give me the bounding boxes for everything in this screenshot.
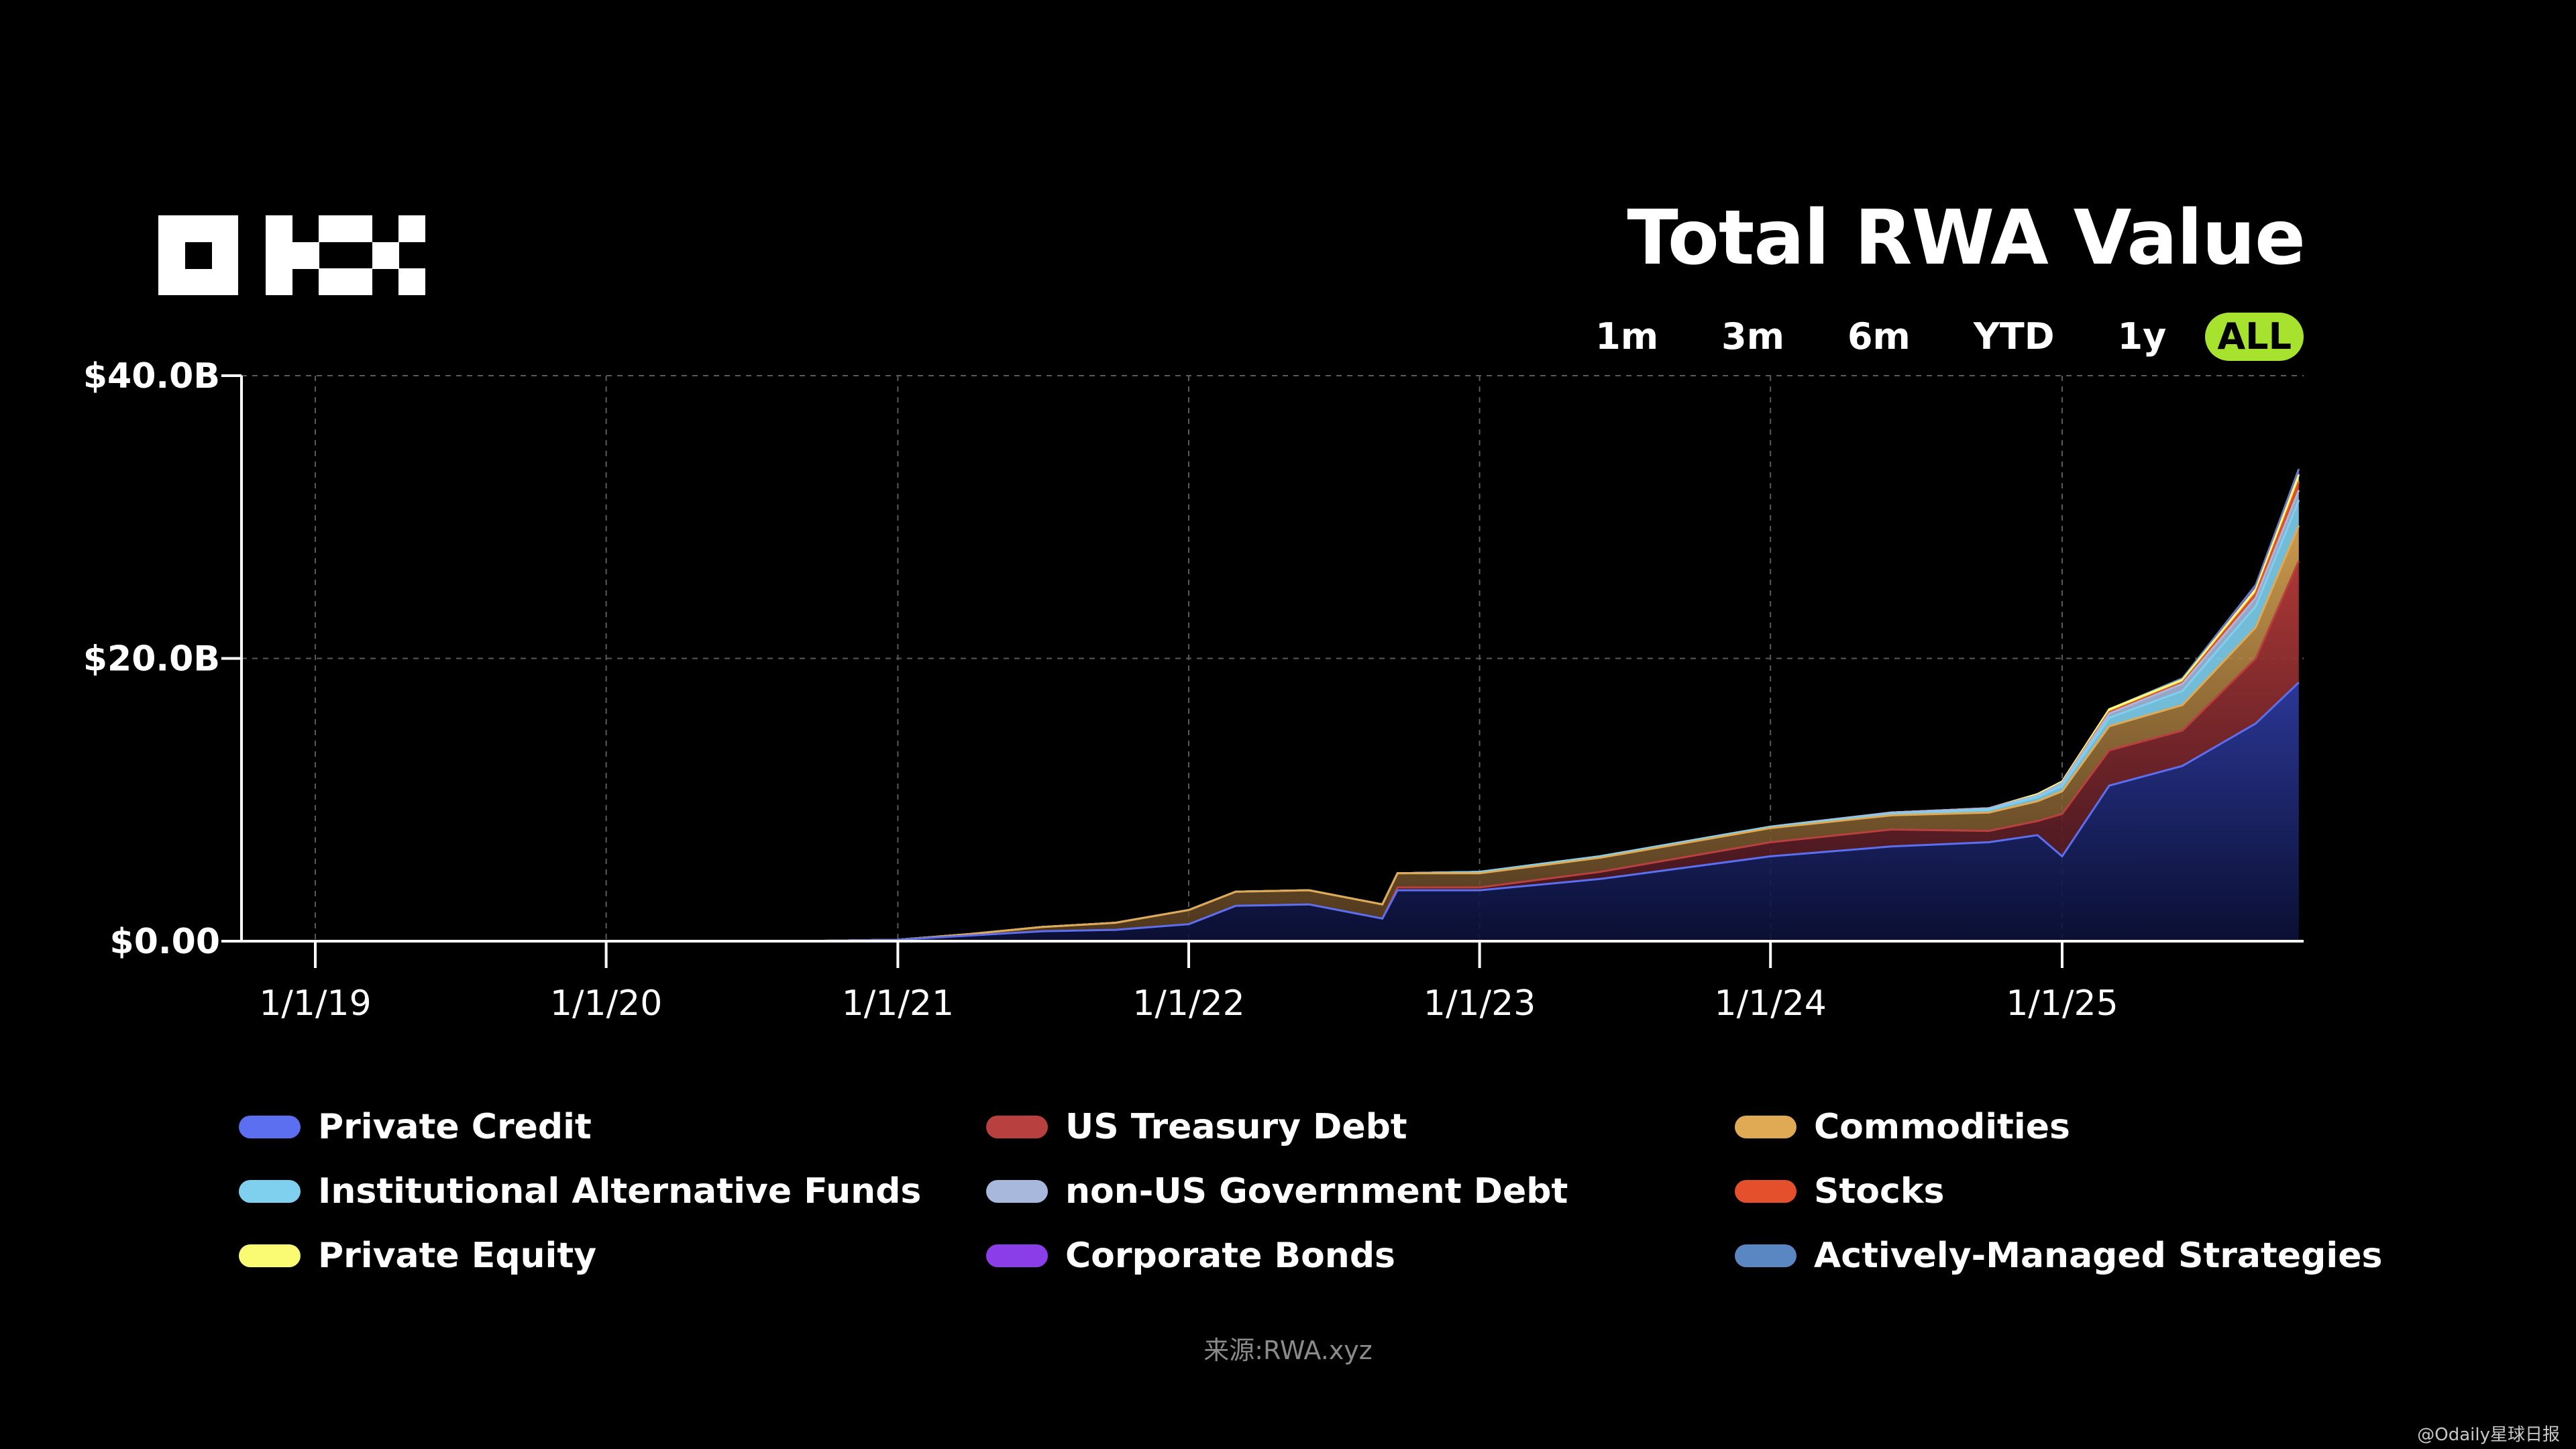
x-tick-label: 1/1/20 bbox=[550, 983, 662, 1024]
legend-label: Institutional Alternative Funds bbox=[318, 1171, 922, 1212]
y-tick-label: $40.0B bbox=[83, 356, 220, 396]
legend-label: Private Equity bbox=[318, 1236, 597, 1276]
x-tick-label: 1/1/25 bbox=[2006, 983, 2118, 1024]
x-tick-label: 1/1/19 bbox=[259, 983, 371, 1024]
y-tick-label: $0.00 bbox=[110, 922, 220, 962]
legend-swatch bbox=[239, 1116, 301, 1138]
legend-item-non-us-government-debt[interactable]: non-US Government Debt bbox=[986, 1171, 1568, 1212]
axes bbox=[221, 374, 2304, 968]
range-1m-button[interactable]: 1m bbox=[1595, 315, 1659, 358]
legend-label: Stocks bbox=[1814, 1171, 1945, 1212]
legend-label: Private Credit bbox=[318, 1107, 592, 1147]
grid bbox=[241, 375, 2304, 941]
range-1y-button[interactable]: 1y bbox=[2117, 315, 2167, 358]
chart-title: Total RWA Value bbox=[1627, 195, 2306, 282]
legend-swatch bbox=[1735, 1180, 1796, 1203]
legend-swatch bbox=[239, 1180, 301, 1203]
area-us-treasury-debt bbox=[241, 561, 2299, 941]
range-all-button[interactable]: ALL bbox=[2205, 313, 2304, 361]
watermark: @Odaily星球日报 bbox=[2417, 1425, 2560, 1445]
legend-item-commodities[interactable]: Commodities bbox=[1735, 1107, 2070, 1147]
range-ytd-button[interactable]: YTD bbox=[1973, 315, 2055, 358]
area-series bbox=[241, 468, 2300, 943]
legend-label: Actively-Managed Strategies bbox=[1814, 1236, 2383, 1276]
area-commodities bbox=[241, 525, 2299, 941]
legend-item-institutional-alternative-funds[interactable]: Institutional Alternative Funds bbox=[239, 1171, 921, 1212]
legend-label: non-US Government Debt bbox=[1065, 1171, 1568, 1212]
range-6m-button[interactable]: 6m bbox=[1847, 315, 1911, 358]
source-note: 来源:RWA.xyz bbox=[1203, 1336, 1373, 1365]
rwa-area-chart: 1/1/19 1/1/20 1/1/21 1/1/22 1/1/23 1/1/24 1/1/… bbox=[83, 356, 2304, 1024]
range-selector: 1m 3m 6m YTD 1y ALL bbox=[1544, 310, 2304, 364]
legend-swatch bbox=[1735, 1244, 1796, 1267]
y-tick-label: $20.0B bbox=[83, 639, 220, 680]
axis-labels: 1/1/19 1/1/20 1/1/21 1/1/22 1/1/23 1/1/24 1/1/… bbox=[83, 356, 2118, 1024]
legend-item-actively-managed-strategies[interactable]: Actively-Managed Strategies bbox=[1735, 1236, 2382, 1276]
legend: Private Credit US Treasury Debt Commoditie… bbox=[239, 1107, 2382, 1308]
legend-swatch bbox=[239, 1244, 301, 1267]
legend-label: Corporate Bonds bbox=[1065, 1236, 1395, 1276]
okx-logo bbox=[158, 215, 425, 295]
x-tick-label: 1/1/24 bbox=[1715, 983, 1827, 1024]
legend-item-stocks[interactable]: Stocks bbox=[1735, 1171, 1944, 1212]
legend-swatch bbox=[986, 1244, 1048, 1267]
legend-item-corporate-bonds[interactable]: Corporate Bonds bbox=[986, 1236, 1395, 1276]
x-tick-label: 1/1/23 bbox=[1424, 983, 1536, 1024]
x-tick-label: 1/1/21 bbox=[842, 983, 954, 1024]
range-3m-button[interactable]: 3m bbox=[1721, 315, 1784, 358]
legend-swatch bbox=[986, 1180, 1048, 1203]
legend-label: Commodities bbox=[1814, 1107, 2070, 1147]
legend-swatch bbox=[986, 1116, 1048, 1138]
x-tick-label: 1/1/22 bbox=[1132, 983, 1244, 1024]
legend-item-us-treasury-debt[interactable]: US Treasury Debt bbox=[986, 1107, 1407, 1147]
legend-item-private-equity[interactable]: Private Equity bbox=[239, 1236, 596, 1276]
legend-label: US Treasury Debt bbox=[1065, 1107, 1407, 1147]
legend-item-private-credit[interactable]: Private Credit bbox=[239, 1107, 592, 1147]
legend-swatch bbox=[1735, 1116, 1796, 1138]
area-private-credit bbox=[241, 682, 2299, 941]
